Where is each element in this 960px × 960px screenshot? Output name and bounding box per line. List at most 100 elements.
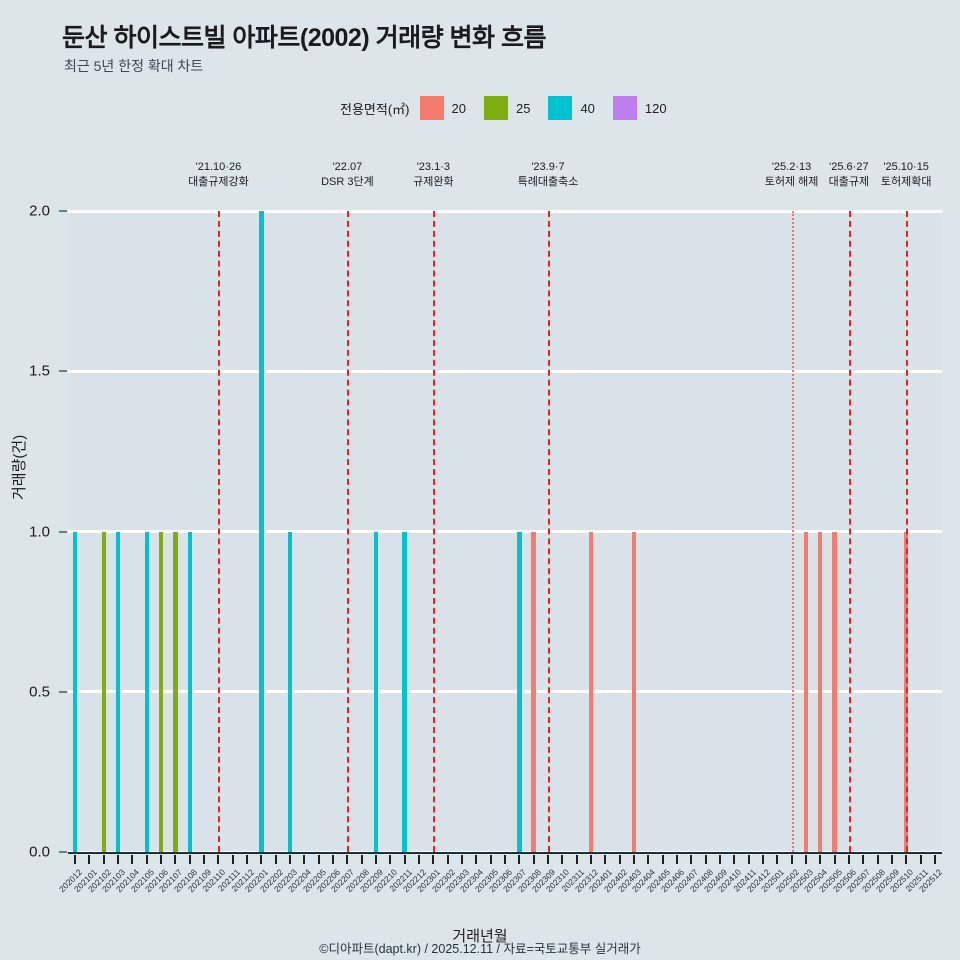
x-tick-mark <box>575 855 578 864</box>
event-line-202301 <box>433 211 436 852</box>
x-tick-mark <box>346 855 349 864</box>
x-tick-mark <box>761 855 764 864</box>
bar-40-202211 <box>402 531 407 852</box>
x-tick-mark <box>661 855 664 864</box>
x-tick-mark <box>518 855 521 864</box>
y-tick-label: 0.0 <box>29 843 50 861</box>
x-tick-mark <box>905 855 908 864</box>
event-line-202207 <box>347 211 350 852</box>
x-tick-mark <box>360 855 363 864</box>
legend-swatch-20 <box>419 96 444 120</box>
legend-title: 전용면적(㎡) <box>340 101 410 117</box>
event-date-label: '25.2·13 <box>771 161 812 173</box>
y-axis-title: 거래량(건) <box>11 434 28 500</box>
bar-25-202102 <box>101 531 107 852</box>
legend-item-25[interactable]: 25 <box>483 96 544 120</box>
gridline <box>68 690 942 694</box>
bar-25-202106 <box>158 531 164 852</box>
x-tick-mark <box>604 855 607 864</box>
x-tick-mark <box>418 855 421 864</box>
bar-25-202107 <box>173 531 178 852</box>
gridline <box>68 209 942 213</box>
bar-20-202308 <box>531 531 536 852</box>
y-tick-mark <box>59 370 67 373</box>
y-tick-mark <box>59 210 67 212</box>
y-tick-label: 0.5 <box>29 683 50 701</box>
x-tick-mark <box>475 855 478 864</box>
event-name-label: 대출규제 <box>828 176 870 188</box>
y-tick-label: 1.0 <box>29 523 50 540</box>
x-tick-mark <box>317 855 320 864</box>
event-label-202506: '25.6·27 대출규제 <box>829 160 869 190</box>
event-name-label: 토허제 해제 <box>764 176 819 188</box>
bar-20-202503 <box>803 531 809 852</box>
event-line-202502 <box>791 211 794 852</box>
x-tick-mark <box>847 855 850 864</box>
event-name-label: 토허제확대 <box>880 176 932 188</box>
x-tick-mark <box>933 855 936 864</box>
legend-item-120[interactable]: 120 <box>612 96 681 120</box>
bar-40-202105 <box>144 531 150 852</box>
x-tick-mark <box>332 855 335 864</box>
event-date-label: '23.1·3 <box>416 161 451 173</box>
x-tick-mark <box>504 855 506 864</box>
x-tick-mark <box>246 855 249 864</box>
event-date-label: '21.10·26 <box>195 161 242 173</box>
x-tick-mark <box>833 855 836 864</box>
x-tick-mark <box>819 855 822 864</box>
x-tick-mark <box>203 855 206 864</box>
x-tick-mark <box>102 855 105 864</box>
bar-40-202201 <box>259 211 264 852</box>
x-tick-mark <box>174 855 177 864</box>
event-label-202510: '25.10·15 토허제확대 <box>881 160 932 190</box>
x-tick-mark <box>260 855 263 864</box>
x-tick-mark <box>690 855 693 864</box>
bar-40-202209 <box>373 531 379 852</box>
bar-20-202403 <box>631 531 637 852</box>
x-axis-title: 거래년월 <box>452 928 508 945</box>
event-line-202510 <box>906 211 909 852</box>
x-tick-mark <box>389 855 392 864</box>
bar-40-202103 <box>115 531 121 852</box>
x-tick-mark <box>375 855 378 864</box>
x-tick-mark <box>446 855 449 864</box>
legend-label: 20 <box>451 100 466 116</box>
x-tick-mark <box>776 855 779 864</box>
x-tick-mark <box>747 855 750 864</box>
y-tick-mark <box>59 530 67 533</box>
legend-items: 20 25 40 120 <box>419 96 685 120</box>
x-tick-mark <box>117 855 120 864</box>
event-line-202110 <box>218 211 221 852</box>
event-label-202110: '21.10·26 대출규제강화 <box>188 160 249 190</box>
x-tick-mark <box>675 855 678 864</box>
x-tick-mark <box>217 855 220 864</box>
event-date-label: '25.6·27 <box>829 161 869 173</box>
footer-credit: ©디아파트(dapt.kr) / 2025.12.11 / 자료=국토교통부 실… <box>319 942 641 956</box>
x-tick-mark <box>303 855 306 864</box>
event-name-label: 대출규제강화 <box>188 176 249 188</box>
legend-item-20[interactable]: 20 <box>419 96 480 120</box>
bar-40-202307 <box>517 531 522 852</box>
x-tick-mark <box>632 855 635 864</box>
bar-20-202504 <box>817 531 823 852</box>
x-tick-mark <box>489 855 492 864</box>
y-tick-mark <box>59 690 67 693</box>
legend-swatch-25 <box>483 96 508 120</box>
x-tick-mark <box>88 855 91 864</box>
x-tick-mark <box>919 855 922 864</box>
legend: 전용면적(㎡) 20 25 40 120 <box>340 96 685 120</box>
event-name-label: 규제완화 <box>413 176 454 188</box>
page-subtitle: 최근 5년 한정 확대 차트 <box>64 58 204 74</box>
bar-20-202505 <box>832 531 837 852</box>
x-tick-mark <box>647 855 650 864</box>
bar-40-202203 <box>287 531 293 852</box>
legend-item-40[interactable]: 40 <box>548 96 608 120</box>
event-label-202309: '23.9·7 특례대출축소 <box>518 160 579 190</box>
event-date-label: '23.9·7 <box>531 161 565 173</box>
x-tick-mark <box>461 855 464 864</box>
gridline <box>68 369 942 373</box>
event-date-label: '25.10·15 <box>883 161 929 173</box>
event-label-202301: '23.1·3 규제완화 <box>413 160 453 190</box>
plot-area: 0.0 0.5 1.0 1.5 2.0 <box>29 203 942 861</box>
event-line-202309 <box>547 211 550 852</box>
